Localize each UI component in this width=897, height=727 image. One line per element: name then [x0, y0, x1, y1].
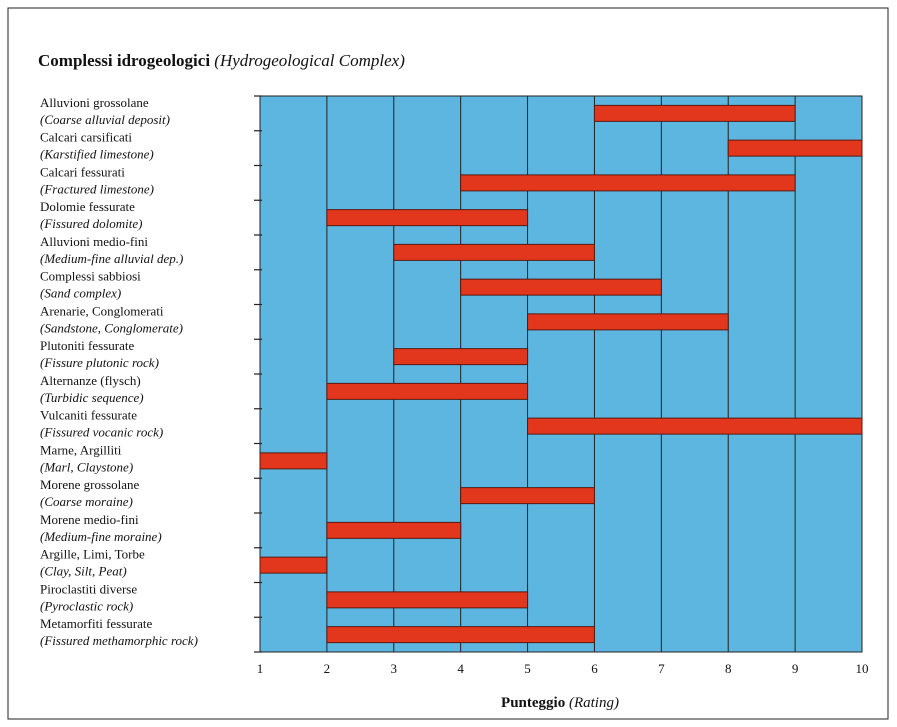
bar: [460, 174, 796, 192]
bar: [527, 313, 729, 331]
category-label: Marne, Argilliti: [40, 442, 122, 457]
chart-title: Complessi idrogeologici (Hydrogeological…: [38, 51, 405, 70]
title-translation: (Hydrogeological Complex): [214, 51, 405, 70]
x-tick-label: 5: [524, 661, 531, 676]
category-translation: (Pyroclastic rock): [40, 598, 133, 613]
category-label: Alternanze (flysch): [40, 373, 141, 388]
category-label: Calcari fessurati: [40, 164, 125, 179]
bar: [393, 243, 595, 261]
x-tick-label: 2: [324, 661, 331, 676]
x-label-translation: (Rating): [569, 695, 619, 711]
bar: [326, 382, 529, 400]
x-tick-label: 10: [856, 661, 869, 676]
bar: [727, 139, 863, 157]
x-axis-label: Punteggio (Rating): [501, 695, 619, 711]
x-tick-label: 9: [792, 661, 799, 676]
x-tick-label: 7: [658, 661, 665, 676]
category-label: Plutoniti fessurate: [40, 338, 134, 353]
frame: [7, 7, 889, 720]
bar: [326, 209, 529, 227]
category-translation: (Coarse moraine): [40, 494, 133, 509]
category-label: Complessi sabbiosi: [40, 269, 141, 284]
category-translation: (Karstified limestone): [40, 147, 154, 162]
category-translation: (Marl, Claystone): [40, 459, 133, 474]
bar: [393, 348, 529, 366]
bar: [259, 556, 328, 574]
category-label: Dolomie fessurate: [40, 199, 135, 214]
x-tick-label: 6: [591, 661, 598, 676]
category-label: Morene medio-fini: [40, 512, 139, 527]
category-translation: (Fissured vocanic rock): [40, 425, 163, 440]
category-label: Vulcaniti fessurate: [40, 408, 137, 423]
x-label-main: Punteggio: [501, 695, 565, 711]
bar: [527, 417, 863, 435]
category-translation: (Medium-fine moraine): [40, 529, 162, 544]
category-label: Piroclastiti diverse: [40, 581, 137, 596]
category-label: Calcari carsificati: [40, 130, 132, 145]
bar: [326, 626, 595, 644]
category-label: Argille, Limi, Torbe: [40, 547, 145, 562]
bar: [593, 104, 796, 122]
x-tick-label: 1: [257, 661, 264, 676]
category-label: Morene grossolane: [40, 477, 140, 492]
category-translation: (Fissured dolomite): [40, 216, 142, 231]
category-translation: (Fractured limestone): [40, 181, 154, 196]
category-translation: (Turbidic sequence): [40, 390, 144, 405]
bar: [460, 278, 662, 296]
bar: [460, 487, 595, 505]
bar: [259, 452, 328, 470]
category-label: Metamorfiti fessurate: [40, 616, 152, 631]
x-tick-label: 3: [391, 661, 398, 676]
x-tick-label: 8: [725, 661, 732, 676]
category-translation: (Clay, Silt, Peat): [40, 564, 127, 579]
category-translation: (Fissure plutonic rock): [40, 355, 159, 370]
bar: [326, 521, 462, 539]
category-translation: (Medium-fine alluvial dep.): [40, 251, 183, 266]
x-tick-label: 4: [457, 661, 464, 676]
category-translation: (Coarse alluvial deposit): [40, 112, 170, 127]
category-label: Arenarie, Conglomerati: [40, 303, 164, 318]
category-label: Alluvioni grossolane: [40, 95, 149, 110]
category-translation: (Fissured methamorphic rock): [40, 633, 198, 648]
title-main: Complessi idrogeologici: [38, 51, 210, 70]
bar: [326, 591, 529, 609]
category-translation: (Sand complex): [40, 286, 121, 301]
category-translation: (Sandstone, Conglomerate): [40, 320, 183, 335]
category-label: Alluvioni medio-fini: [40, 234, 148, 249]
